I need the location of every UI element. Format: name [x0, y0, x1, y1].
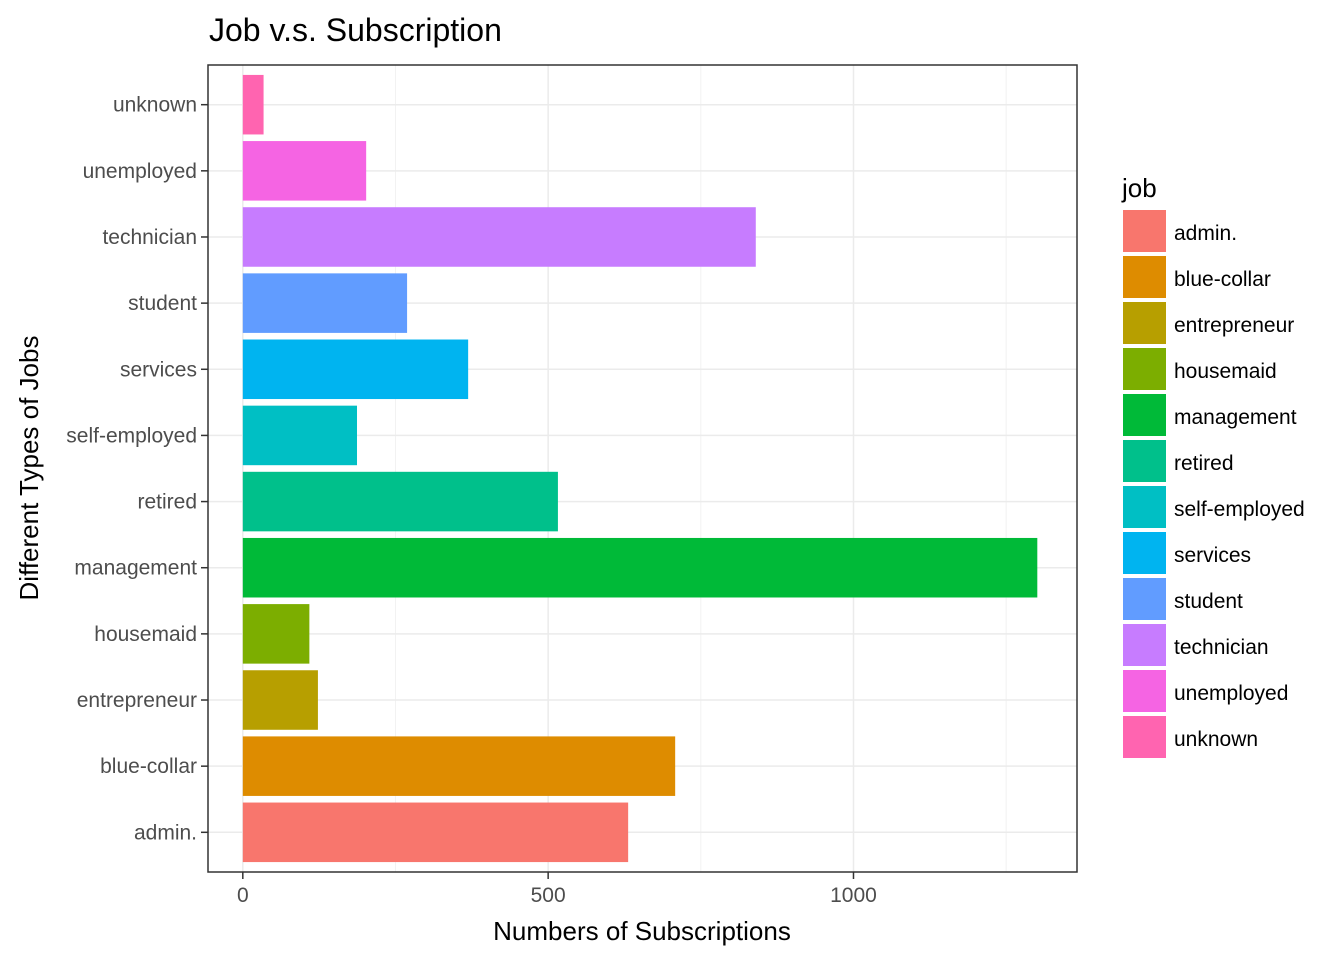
legend-label: unknown — [1174, 728, 1258, 751]
legend-key — [1123, 394, 1166, 436]
y-tick-label: blue-collar — [100, 755, 197, 778]
y-tick-label: housemaid — [94, 623, 197, 646]
y-tick-label: entrepreneur — [77, 689, 197, 712]
y-tick-label: technician — [102, 226, 197, 249]
bar-unemployed — [242, 141, 367, 201]
legend-key — [1123, 440, 1166, 482]
bar-management — [242, 537, 1038, 598]
plot-border — [207, 64, 1078, 873]
bar-admin — [242, 802, 629, 863]
chart-title: Job v.s. Subscription — [209, 12, 502, 48]
x-axis-title: Numbers of Subscriptions — [493, 916, 791, 946]
y-tick-label: student — [128, 292, 197, 315]
x-axis: 0 500 1000 — [237, 872, 877, 907]
bars-group — [242, 74, 1038, 863]
legend-label: unemployed — [1174, 682, 1288, 705]
legend-key — [1123, 486, 1166, 528]
bar-services — [242, 339, 469, 400]
y-axis: admin. blue-collar entrepreneur housemaid ma… — [66, 94, 208, 844]
bar-student — [242, 273, 408, 333]
legend-label: blue-collar — [1174, 268, 1271, 291]
legend-key — [1123, 302, 1166, 344]
legend-label: admin. — [1174, 222, 1237, 245]
legend-label: retired — [1174, 452, 1234, 475]
legend-label: management — [1174, 406, 1297, 429]
legend-key — [1123, 716, 1166, 758]
legend: admin. blue-collar entrepreneur housemaid ma… — [1123, 210, 1305, 758]
y-tick-label: management — [74, 557, 197, 580]
y-axis-title: Different Types of Jobs — [14, 336, 44, 601]
legend-label: student — [1174, 590, 1243, 613]
legend-key — [1123, 578, 1166, 620]
legend-label: services — [1174, 544, 1251, 567]
bar-entrepreneur — [242, 670, 318, 730]
legend-label: entrepreneur — [1174, 314, 1294, 337]
legend-key — [1123, 670, 1166, 712]
legend-label: housemaid — [1174, 360, 1277, 383]
y-tick-label: services — [120, 358, 197, 381]
x-tick-label: 0 — [237, 884, 249, 907]
legend-key — [1123, 348, 1166, 390]
x-tick-label: 500 — [531, 884, 566, 907]
y-tick-label: self-employed — [66, 424, 197, 447]
x-tick-label: 1000 — [830, 884, 877, 907]
y-tick-label: unemployed — [83, 160, 197, 183]
y-tick-label: admin. — [134, 821, 197, 844]
bar-unknown — [242, 74, 264, 135]
legend-key — [1123, 256, 1166, 298]
legend-key — [1123, 624, 1166, 666]
y-tick-label: unknown — [113, 94, 197, 117]
legend-title: job — [1121, 173, 1157, 203]
bar-housemaid — [242, 604, 310, 664]
bar-technician — [242, 207, 756, 267]
legend-label: self-employed — [1174, 498, 1305, 521]
bar-retired — [242, 471, 558, 532]
y-tick-label: retired — [137, 491, 197, 514]
legend-key — [1123, 532, 1166, 574]
bar-blue-collar — [242, 736, 676, 796]
legend-label: technician — [1174, 636, 1269, 659]
legend-key — [1123, 210, 1166, 252]
bar-self-employed — [242, 405, 358, 466]
